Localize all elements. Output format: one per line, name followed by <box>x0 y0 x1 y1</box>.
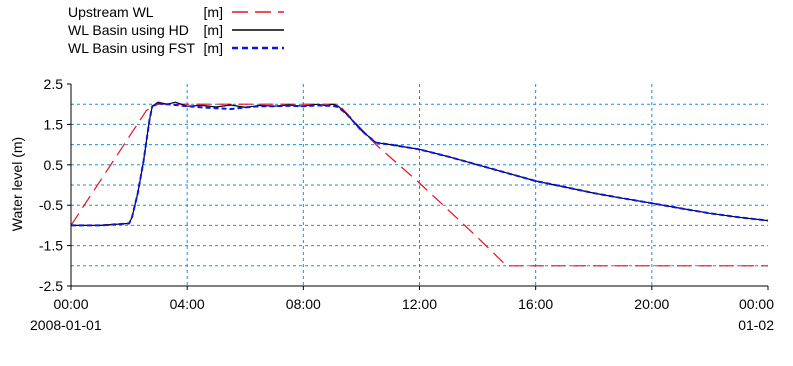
legend-entry: Upstream WL [m] <box>68 4 284 20</box>
series-lines <box>70 101 769 267</box>
x-tick-label: 00:00 <box>739 296 774 312</box>
legend-series-name: WL Basin using HD <box>68 22 189 38</box>
series-line-wl-basin-using-hd <box>71 101 769 226</box>
x-tick-label: 20:00 <box>634 296 669 312</box>
legend-series-unit: [m] <box>204 40 223 56</box>
grid-lines <box>71 84 768 286</box>
legend-series-unit: [m] <box>204 4 223 20</box>
x-tick-label: 04:00 <box>170 296 205 312</box>
y-tick-label: 0.5 <box>44 157 64 173</box>
y-tick-label: -2.5 <box>39 278 63 294</box>
series-line-wl-basin-using-fst <box>71 102 769 227</box>
x-tick-label: 00:00 <box>53 296 88 312</box>
x-tick-label: 08:00 <box>286 296 321 312</box>
x-tick-sublabel: 01-02 <box>738 317 774 333</box>
legend-series-unit: [m] <box>204 22 223 38</box>
y-tick-label: 2.5 <box>44 76 64 92</box>
x-tick-sublabel: 2008-01-01 <box>30 317 102 333</box>
x-tick-label: 16:00 <box>518 296 553 312</box>
y-axis-label: Water level (m) <box>9 137 25 231</box>
y-tick-label: -1.5 <box>39 238 63 254</box>
legend: Upstream WL [m]WL Basin using HD [m]WL Bas… <box>68 4 284 56</box>
series-line-upstream-wl <box>70 103 768 267</box>
legend-entry: WL Basin using FST [m] <box>68 40 284 56</box>
legend-entry: WL Basin using HD [m] <box>68 22 284 38</box>
tick-labels: 2.5 1.5 0.5 -0.5 -1.5 -2.5 00:00 2008-01-01 04:0… <box>30 76 774 333</box>
y-tick-label: -0.5 <box>39 197 63 213</box>
y-tick-label: 1.5 <box>44 116 64 132</box>
x-tick-label: 12:00 <box>402 296 437 312</box>
legend-series-name: WL Basin using FST <box>68 40 196 56</box>
legend-series-name: Upstream WL <box>68 4 154 20</box>
axes <box>67 83 769 290</box>
